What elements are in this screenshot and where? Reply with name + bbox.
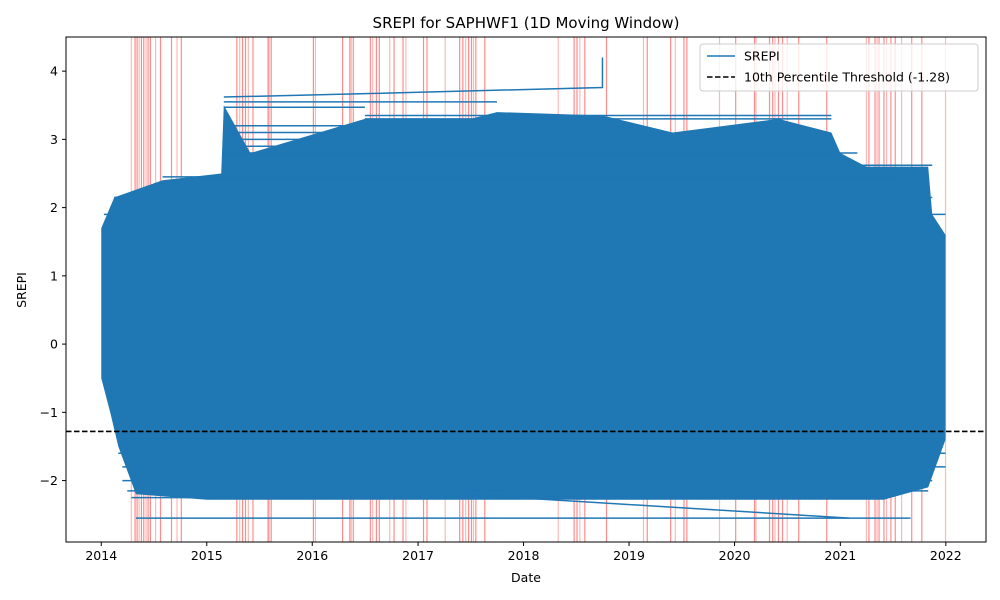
srepi-outlier-segment [223,57,604,98]
plot-frame [65,36,987,543]
y-tick-label: 1 [50,268,58,283]
legend-label-threshold: 10th Percentile Threshold (-1.28) [744,70,950,85]
legend-box [699,43,979,92]
chart-title: SREPI for SAPHWF1 (1D Moving Window) [373,14,680,32]
y-tick-label: 3 [50,132,58,147]
y-tick-label: −2 [40,473,58,488]
x-tick-label: 2016 [296,548,328,563]
legend-label-srepi: SREPI [744,49,780,64]
x-tick-label: 2014 [85,548,117,563]
y-tick-label: 0 [50,337,58,352]
y-axis: −2 −1 0 1 2 3 4 [40,64,66,488]
y-axis-label: SREPI [14,272,29,308]
x-axis-label: Date [511,570,541,585]
x-tick-label: 2017 [402,548,434,563]
legend: SREPI 10th Percentile Threshold (-1.28) [699,43,979,92]
srepi-series [101,57,946,519]
x-axis: 2014 2015 2016 2017 2018 2019 2020 2021 2022 [85,542,962,563]
y-tick-label: −1 [40,405,58,420]
y-tick-label: 4 [50,64,58,79]
srepi-dense-band [101,105,946,500]
srepi-outlier-segment [461,493,850,519]
x-tick-label: 2019 [613,548,645,563]
x-tick-label: 2018 [508,548,540,563]
x-tick-label: 2020 [719,548,751,563]
x-tick-label: 2015 [191,548,223,563]
y-tick-label: 2 [50,200,58,215]
x-tick-label: 2021 [824,548,856,563]
x-tick-label: 2022 [930,548,962,563]
